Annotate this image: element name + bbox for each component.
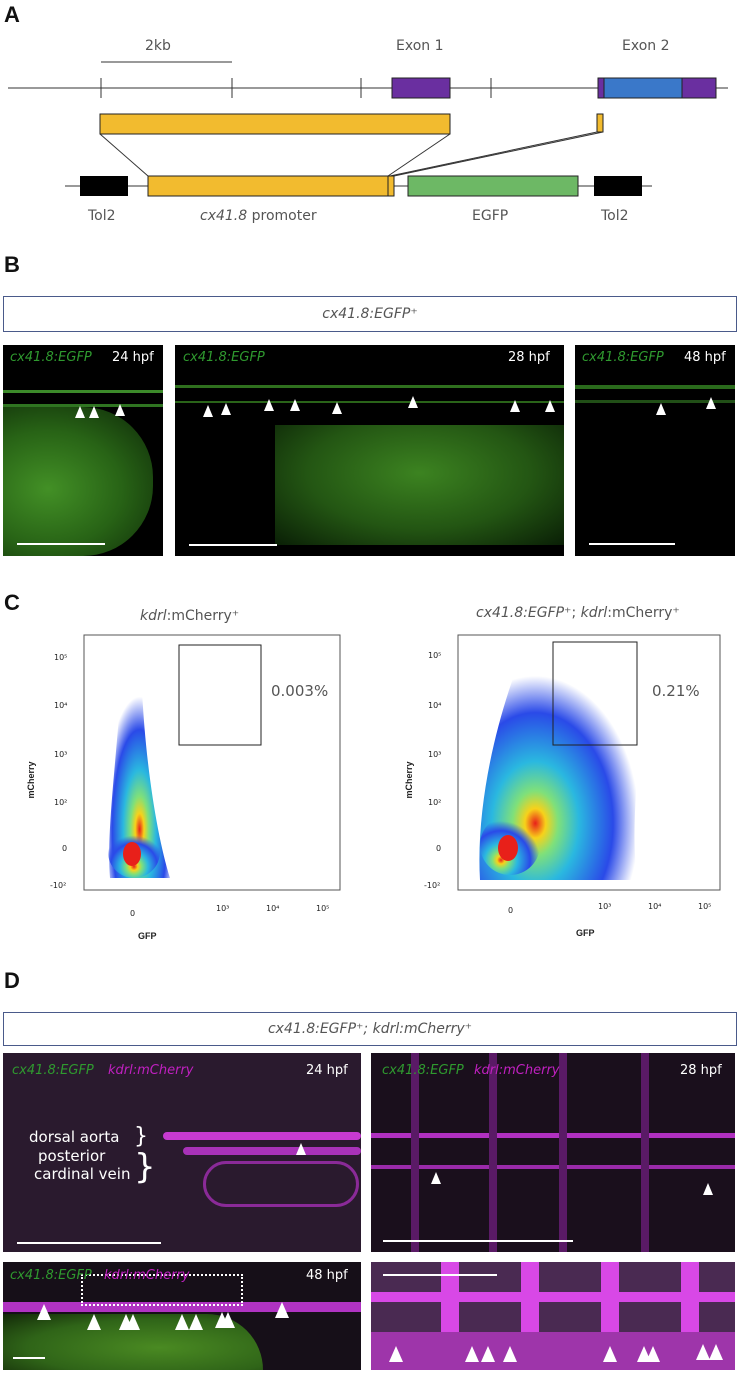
exon1-box — [391, 77, 451, 99]
label-egfp: cx41.8:EGFP — [183, 350, 265, 365]
micrograph-d-28hpf — [371, 1053, 735, 1252]
brace: } — [134, 1147, 156, 1187]
label-egfp: cx41.8:EGFP — [382, 1063, 464, 1078]
ylabel: mCherry — [404, 761, 414, 798]
brace: } — [134, 1124, 148, 1149]
scale-bar — [17, 543, 105, 545]
population-density — [109, 656, 170, 878]
time-label: 28 hpf — [680, 1063, 722, 1078]
svg-text:0: 0 — [130, 909, 135, 918]
svg-text:10⁴: 10⁴ — [428, 701, 441, 710]
label-egfp: cx41.8:EGFP — [12, 1063, 94, 1078]
micrograph-28hpf — [175, 345, 564, 556]
egfp-label: EGFP — [472, 208, 509, 224]
promoter-region — [99, 113, 451, 135]
tol2-right-box — [594, 176, 642, 196]
egfp-box — [407, 175, 579, 197]
svg-text:-10²: -10² — [424, 881, 440, 890]
time-label: 24 hpf — [306, 1063, 348, 1078]
pcv-label-line2: cardinal vein — [34, 1165, 131, 1183]
gate-box — [552, 641, 638, 746]
svg-text:10⁴: 10⁴ — [54, 701, 67, 710]
ylabel: mCherry — [26, 761, 36, 798]
xlabel: GFP — [576, 928, 595, 938]
micrograph-24hpf — [3, 345, 163, 556]
svg-text:-10²: -10² — [50, 881, 66, 890]
tol2-left-label: Tol2 — [88, 208, 116, 224]
label-mcherry: kdrl:mCherry — [474, 1063, 560, 1078]
tol2-right-label: Tol2 — [601, 208, 629, 224]
panel-label-c: C — [4, 590, 20, 615]
svg-text:0: 0 — [62, 844, 67, 853]
svg-text:10³: 10³ — [54, 750, 67, 759]
promoter-construct — [147, 175, 395, 197]
label-egfp: cx41.8:EGFP — [10, 1268, 92, 1283]
promoter-label: cx41.8 promoter — [200, 208, 317, 224]
label-egfp: cx41.8:EGFP — [582, 350, 664, 365]
svg-text:10⁵: 10⁵ — [54, 653, 67, 662]
time-label: 24 hpf — [112, 350, 154, 365]
gate-percent-2: 0.21% — [652, 682, 700, 700]
label-mcherry: kdrl:mCherry — [104, 1268, 190, 1283]
arrowhead — [115, 404, 125, 416]
dorsal-aorta-label: dorsal aorta — [29, 1128, 120, 1146]
flow-plot-1: mCherry GFP 10⁵ 10⁴ 10³ 10² 0 -10² 0 10³… — [26, 634, 341, 941]
arrowhead — [89, 406, 99, 418]
micrograph-48hpf — [575, 345, 735, 556]
time-label: 48 hpf — [306, 1268, 348, 1283]
time-label: 48 hpf — [684, 350, 726, 365]
pcv-label-line1: posterior — [38, 1147, 106, 1165]
plot1-title: kdrl:mCherry⁺ — [140, 608, 240, 624]
flow-plot-2: mCherry GFP 10⁵ 10⁴ 10³ 10² 0 -10² 0 10³… — [404, 634, 721, 938]
label-egfp: cx41.8:EGFP — [10, 350, 92, 365]
scale-label: 2kb — [145, 38, 171, 54]
panel-label-a: A — [4, 2, 20, 27]
micrograph-d-24hpf — [3, 1053, 361, 1252]
panel-b-header: cx41.8:EGFP⁺ — [3, 296, 737, 332]
exon1-label: Exon 1 — [396, 38, 444, 54]
svg-text:10³: 10³ — [216, 904, 229, 913]
time-label: 28 hpf — [508, 350, 550, 365]
label-mcherry: kdrl:mCherry — [108, 1063, 194, 1078]
micrograph-d-48hpf — [3, 1262, 361, 1370]
gate-box — [178, 644, 262, 746]
panel-label-d: D — [4, 968, 20, 993]
svg-text:0: 0 — [436, 844, 441, 853]
svg-text:10³: 10³ — [598, 902, 611, 911]
svg-text:10⁵: 10⁵ — [428, 651, 441, 660]
plot2-title: cx41.8:EGFP⁺; kdrl:mCherry⁺ — [476, 605, 680, 621]
exon2-label: Exon 2 — [622, 38, 670, 54]
svg-text:10⁴: 10⁴ — [648, 902, 661, 911]
svg-text:10⁵: 10⁵ — [698, 902, 711, 911]
xlabel: GFP — [138, 931, 157, 941]
svg-text:10³: 10³ — [428, 750, 441, 759]
svg-text:10²: 10² — [428, 798, 441, 807]
svg-text:10⁵: 10⁵ — [316, 904, 329, 913]
gene-construct-diagram — [8, 61, 728, 197]
tol2-left-box — [80, 176, 128, 196]
panel-label-b: B — [4, 252, 20, 277]
arrowhead — [75, 406, 85, 418]
svg-text:10⁴: 10⁴ — [266, 904, 279, 913]
micrograph-d-48hpf-zoom — [371, 1262, 735, 1370]
panel-d-header: cx41.8:EGFP⁺; kdrl:mCherry⁺ — [3, 1012, 737, 1046]
svg-text:10²: 10² — [54, 798, 67, 807]
svg-text:0: 0 — [508, 906, 513, 915]
gate-percent-1: 0.003% — [271, 682, 329, 700]
